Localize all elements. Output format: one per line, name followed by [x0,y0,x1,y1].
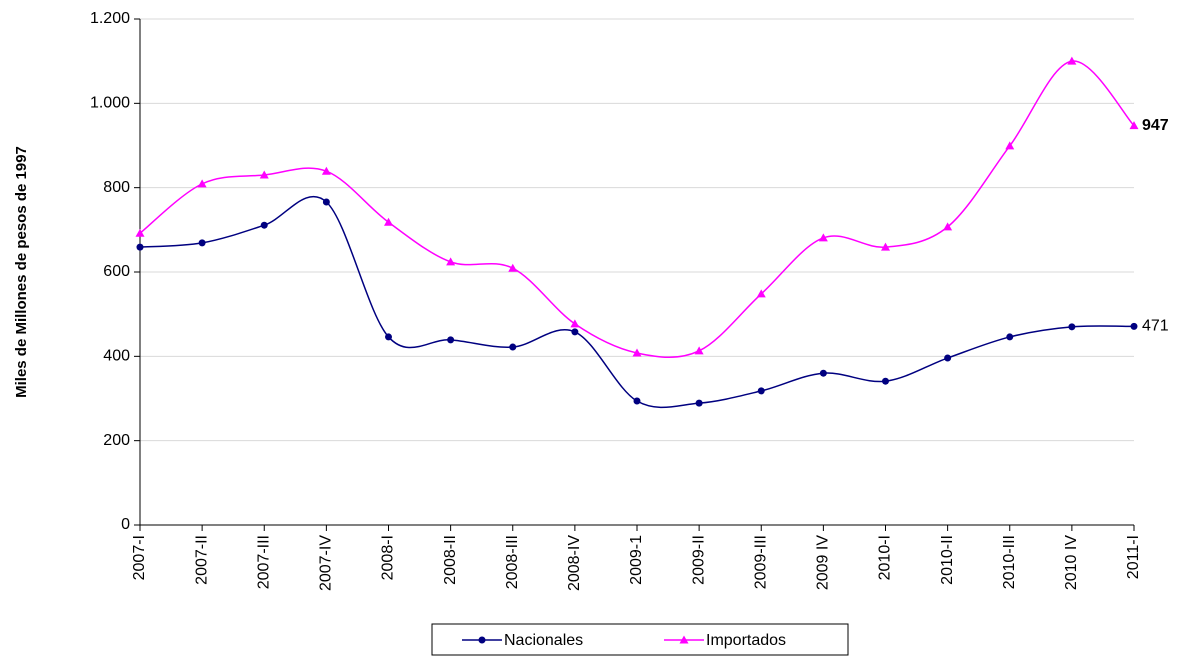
data-point [633,397,641,405]
x-tick-label: 2007-II [193,535,210,585]
data-point [881,242,890,251]
data-point [1067,56,1077,65]
x-tick-label: 2008-IV [566,535,583,591]
data-point [818,233,828,242]
data-label: 471 [1142,318,1169,335]
y-axis-title: Miles de Millones de pesos de 1997 [13,146,30,398]
y-tick-label: 1.200 [90,10,130,27]
legend-marker [478,636,486,644]
legend-label: Nacionales [504,632,583,649]
data-point [1130,322,1138,330]
data-point [943,222,953,231]
data-point [571,328,579,336]
x-tick-label: 2010-III [1001,535,1018,589]
data-point [446,257,456,266]
legend-label: Importados [706,632,786,649]
x-tick-label: 2008-III [504,535,521,589]
series-line [139,195,1135,409]
x-tick-label: 2007-III [255,535,272,589]
data-point [447,336,455,344]
data-point [695,399,703,407]
x-tick-label: 2007-IV [318,535,335,591]
y-tick-label: 400 [103,348,130,365]
x-tick-label: 2009-II [690,535,707,585]
data-point [136,243,144,251]
series-line [139,60,1135,359]
data-point [632,348,642,357]
data-point [570,319,580,328]
data-point [819,369,827,377]
x-tick-label: 2011-I [1125,535,1142,579]
x-tick-label: 2010-II [939,535,956,585]
x-tick-label: 2008-II [442,535,459,585]
data-point [198,239,206,247]
data-point [322,198,330,206]
y-tick-label: 600 [103,263,130,280]
data-point [756,289,766,298]
data-point [1068,323,1076,331]
data-point [135,228,145,237]
data-label: 947 [1142,117,1169,134]
y-tick-label: 200 [103,432,130,449]
data-point [694,346,704,355]
data-point [757,387,765,395]
data-point [1129,121,1139,130]
x-tick-label: 2009 IV [815,535,832,590]
data-point [1005,141,1015,150]
data-point [882,377,889,385]
y-tick-label: 800 [103,179,130,196]
data-point [259,170,269,179]
x-tick-label: 2009-III [752,535,769,589]
x-tick-label: 2009-1 [628,535,645,585]
data-point [509,343,517,351]
data-point [1006,333,1014,341]
x-tick-label: 2007-I [131,535,148,580]
data-point [944,354,952,362]
data-point [197,179,207,188]
data-point [385,333,392,341]
x-tick-label: 2010-I [877,535,894,580]
x-tick-label: 2008-I [380,535,397,580]
legend-marker [679,635,689,644]
data-point [260,221,268,229]
y-tick-label: 1.000 [90,95,130,112]
y-tick-label: 0 [121,516,130,533]
data-point [508,263,518,272]
data-point [321,166,331,175]
data-point [384,217,393,226]
x-tick-label: 2010 IV [1063,535,1080,590]
